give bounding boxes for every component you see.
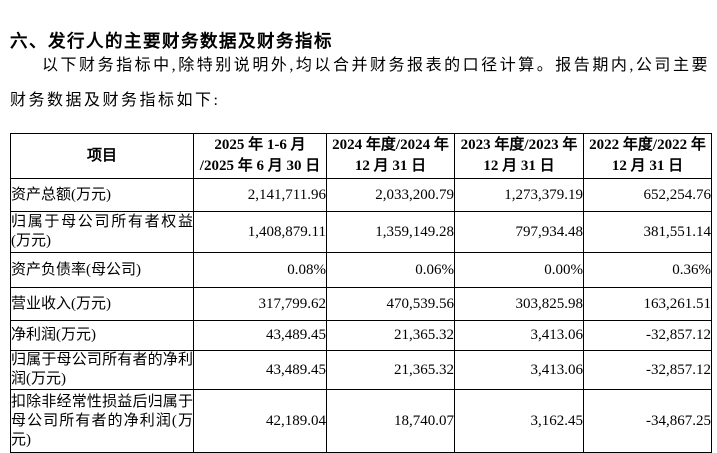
value-cell: 797,934.48 xyxy=(454,211,584,253)
value-cell: -32,857.12 xyxy=(583,350,712,390)
value-cell: 1,408,879.11 xyxy=(193,211,327,253)
value-cell: 21,365.32 xyxy=(326,350,455,390)
header-period-line: 2022 年度/2022 年 xyxy=(589,137,706,153)
header-period-line: 2023 年度/2023 年 xyxy=(460,137,578,153)
value-cell: 381,551.14 xyxy=(583,211,712,253)
table-row-net-profit: 净利润(万元) 43,489.45 21,365.32 3,413.06 -32… xyxy=(10,320,712,351)
header-period-line: 12 月 31 日 xyxy=(483,158,555,174)
value-cell: 2,033,200.79 xyxy=(326,178,455,212)
financial-data-table: 项目 2025 年 1-6 月 /2025 年 6 月 30 日 2024 年度… xyxy=(10,133,712,453)
value-cell: 3,413.06 xyxy=(454,350,584,390)
value-cell: 2,141,711.96 xyxy=(193,178,327,212)
value-cell: 21,365.32 xyxy=(326,320,455,351)
value-cell: 303,825.98 xyxy=(454,287,584,321)
header-period-line: 12 月 31 日 xyxy=(354,158,427,174)
header-item-cell: 项目 xyxy=(10,133,194,179)
header-period-2023-cell: 2023 年度/2023 年 12 月 31 日 xyxy=(454,133,584,179)
value-cell: 43,489.45 xyxy=(193,320,327,351)
value-cell: -34,867.25 xyxy=(583,389,712,453)
value-cell: 3,413.06 xyxy=(454,320,584,351)
row-label-cell: 归属于母公司所有者的净利润(万元) xyxy=(10,350,194,390)
row-label-cell: 净利润(万元) xyxy=(10,320,194,351)
table-header-row: 项目 2025 年 1-6 月 /2025 年 6 月 30 日 2024 年度… xyxy=(10,133,712,179)
value-cell: 0.00% xyxy=(454,252,584,288)
value-cell: 0.06% xyxy=(326,252,455,288)
table-row-parent-equity: 归属于母公司所有者权益(万元) 1,408,879.11 1,359,149.2… xyxy=(10,211,712,253)
header-period-2022-cell: 2022 年度/2022 年 12 月 31 日 xyxy=(583,133,712,179)
table-row-net-profit-to-parent: 归属于母公司所有者的净利润(万元) 43,489.45 21,365.32 3,… xyxy=(10,350,712,390)
table-row-operating-revenue: 营业收入(万元) 317,799.62 470,539.56 303,825.9… xyxy=(10,287,712,321)
value-cell: -32,857.12 xyxy=(583,320,712,351)
row-label-cell: 归属于母公司所有者权益(万元) xyxy=(10,211,194,253)
value-cell: 317,799.62 xyxy=(193,287,327,321)
row-label-cell: 资产总额(万元) xyxy=(10,178,194,212)
header-period-2025-cell: 2025 年 1-6 月 /2025 年 6 月 30 日 xyxy=(193,133,327,179)
intro-paragraph: 以下财务指标中,除特别说明外,均以合并财务报表的口径计算。报告期内,公司主要财务… xyxy=(10,57,710,109)
header-period-line: 2025 年 1-6 月 xyxy=(214,137,306,153)
value-cell: 652,254.76 xyxy=(583,178,712,212)
row-label-cell: 扣除非经常性损益后归属于母公司所有者的净利润(万元) xyxy=(10,389,194,453)
header-period-line: /2025 年 6 月 30 日 xyxy=(199,158,321,174)
value-cell: 163,261.51 xyxy=(583,287,712,321)
row-label-cell: 营业收入(万元) xyxy=(10,287,194,321)
value-cell: 3,162.45 xyxy=(454,389,584,453)
value-cell: 0.08% xyxy=(193,252,327,288)
table-row-net-profit-excl-nonrecurring: 扣除非经常性损益后归属于母公司所有者的净利润(万元) 42,189.04 18,… xyxy=(10,389,712,453)
value-cell: 470,539.56 xyxy=(326,287,455,321)
value-cell: 1,273,379.19 xyxy=(454,178,584,212)
header-period-line: 12 月 31 日 xyxy=(611,158,684,174)
value-cell: 0.36% xyxy=(583,252,712,288)
value-cell: 18,740.07 xyxy=(326,389,455,453)
table-row-total-assets: 资产总额(万元) 2,141,711.96 2,033,200.79 1,273… xyxy=(10,178,712,212)
section-title: 六、发行人的主要财务数据及财务指标 xyxy=(10,30,333,51)
value-cell: 43,489.45 xyxy=(193,350,327,390)
value-cell: 42,189.04 xyxy=(193,389,327,453)
header-item-label: 项目 xyxy=(86,147,117,164)
value-cell: 1,359,149.28 xyxy=(326,211,455,253)
table-row-debt-ratio: 资产负债率(母公司) 0.08% 0.06% 0.00% 0.36% xyxy=(10,252,712,288)
row-label-cell: 资产负债率(母公司) xyxy=(10,252,194,288)
header-period-line: 2024 年度/2024 年 xyxy=(332,137,449,153)
header-period-2024-cell: 2024 年度/2024 年 12 月 31 日 xyxy=(326,133,455,179)
